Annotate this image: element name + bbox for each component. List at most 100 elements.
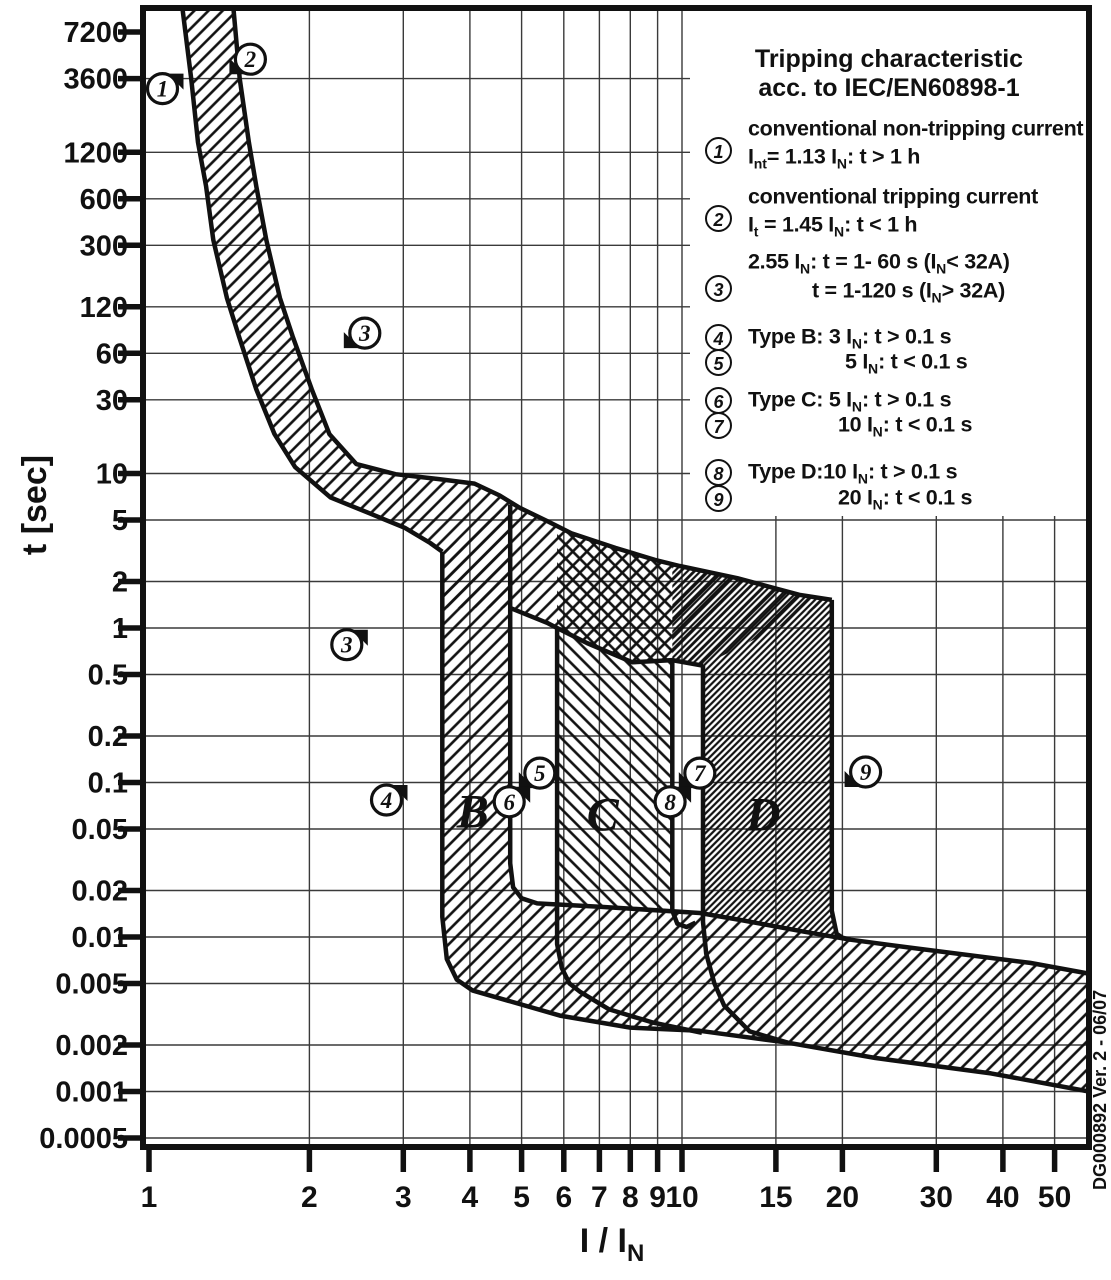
curve-c-right <box>670 660 697 930</box>
legend-item-text: Type C: 5 IN: t > 0.1 s <box>748 387 952 415</box>
legend-item-text: Type B: 3 IN: t > 0.1 s <box>748 324 952 352</box>
svg-text:20: 20 <box>826 1181 859 1214</box>
svg-text:5: 5 <box>513 1181 530 1214</box>
legend-item-text: conventional tripping current <box>748 184 1038 209</box>
svg-text:3: 3 <box>395 1181 412 1214</box>
svg-text:0.002: 0.002 <box>55 1030 128 1062</box>
svg-text:15: 15 <box>759 1181 792 1214</box>
band-letter-C: C <box>587 789 620 842</box>
svg-text:40: 40 <box>986 1181 1019 1214</box>
legend-title: Tripping characteristic acc. to IEC/EN608… <box>754 45 1024 102</box>
svg-text:0.2: 0.2 <box>88 721 128 753</box>
svg-text:6: 6 <box>503 790 515 815</box>
svg-text:9: 9 <box>649 1181 666 1214</box>
band-b-region <box>442 504 1089 1092</box>
svg-text:30: 30 <box>96 385 128 417</box>
svg-text:120: 120 <box>80 292 128 324</box>
svg-text:0.1: 0.1 <box>88 768 128 800</box>
y-axis-title: t [sec] <box>16 455 54 555</box>
svg-text:9: 9 <box>860 760 872 785</box>
svg-text:4: 4 <box>462 1181 479 1214</box>
legend-item-text: 2.55 IN: t = 1- 60 s (IN< 32A) <box>748 249 1010 277</box>
curve-b-left <box>440 551 1090 1094</box>
band-letter-D: D <box>745 789 781 842</box>
watermark-text: DG000892 Ver. 2 - 06/07 <box>1090 990 1110 1190</box>
legend-item-number: 1 <box>705 137 732 164</box>
svg-text:2: 2 <box>112 567 128 599</box>
marker-6: 6 <box>492 785 531 819</box>
curve-d-right <box>829 599 851 942</box>
legend: Tripping characteristic acc. to IEC/EN608… <box>690 11 1088 519</box>
svg-text:5: 5 <box>534 761 546 786</box>
svg-text:30: 30 <box>920 1181 953 1214</box>
svg-text:0.01: 0.01 <box>72 922 128 954</box>
svg-text:10: 10 <box>96 459 128 491</box>
svg-text:8: 8 <box>664 790 676 815</box>
marker-8: 8 <box>653 785 692 819</box>
marker-5: 5 <box>518 756 557 790</box>
svg-text:0.02: 0.02 <box>72 876 128 908</box>
legend-item-text: 10 IN: t < 0.1 s <box>838 412 973 440</box>
band-d-region <box>672 564 843 938</box>
svg-text:7: 7 <box>694 761 707 786</box>
svg-text:10: 10 <box>665 1181 698 1214</box>
curve-lower-thermal <box>180 7 444 554</box>
legend-item-text: It = 1.45 IN: t < 1 h <box>748 212 918 240</box>
band-letters: B C D <box>456 785 781 841</box>
svg-text:7: 7 <box>591 1181 608 1214</box>
marker-4: 4 <box>369 783 408 817</box>
svg-text:300: 300 <box>80 230 128 262</box>
legend-item-text: conventional non-tripping current <box>748 116 1084 141</box>
legend-item-number: 2 <box>705 205 732 232</box>
marker-7: 7 <box>678 756 717 790</box>
svg-text:8: 8 <box>622 1181 639 1214</box>
svg-text:0.0005: 0.0005 <box>39 1123 128 1155</box>
svg-text:50: 50 <box>1038 1181 1071 1214</box>
marker-2: 2 <box>229 42 267 76</box>
legend-item-text: 5 IN: t < 0.1 s <box>845 349 968 377</box>
legend-item-number: 9 <box>705 485 732 512</box>
band-c-region <box>557 525 673 911</box>
marker-9: 9 <box>844 755 883 789</box>
legend-item-number: 3 <box>705 275 732 302</box>
legend-item-text: t = 1-120 s (IN> 32A) <box>812 278 1005 306</box>
marker-wedge-icon <box>229 58 246 75</box>
y-tick-labels: 7200 3600 1200 600 300 120 60 30 10 5 2 1 0.5 0.2 0.1 0… <box>39 17 128 1155</box>
legend-item-number: 6 <box>705 387 732 414</box>
svg-text:5: 5 <box>112 505 128 537</box>
marker-3: 3 <box>343 316 382 350</box>
legend-background <box>690 11 1086 516</box>
legend-item-text: Type D:10 IN: t > 0.1 s <box>748 459 958 487</box>
svg-text:7200: 7200 <box>63 17 128 49</box>
svg-text:1: 1 <box>112 613 128 645</box>
svg-text:2: 2 <box>244 47 257 72</box>
curve-d-left <box>700 665 789 1045</box>
legend-item-number: 4 <box>705 324 732 351</box>
svg-text:0.05: 0.05 <box>72 814 128 846</box>
boundary-curves <box>180 7 1090 1094</box>
legend-item-number: 5 <box>705 349 732 376</box>
plot-frame <box>140 5 1092 1150</box>
svg-text:1: 1 <box>141 1181 158 1214</box>
svg-text:0.005: 0.005 <box>55 969 128 1001</box>
legend-item-text: Int= 1.13 IN: t > 1 h <box>748 144 921 172</box>
svg-text:60: 60 <box>96 338 128 370</box>
svg-text:1200: 1200 <box>63 137 128 169</box>
svg-text:0.5: 0.5 <box>88 660 128 692</box>
marker-1: 1 <box>145 71 184 106</box>
svg-text:3600: 3600 <box>63 64 128 96</box>
svg-text:4: 4 <box>380 788 393 813</box>
x-tick-labels: 1 2 3 4 5 6 7 8 9 10 15 20 30 40 50 <box>141 1181 1072 1214</box>
curve-c-left <box>554 628 703 1036</box>
svg-text:2: 2 <box>301 1181 318 1214</box>
svg-text:1: 1 <box>157 77 169 102</box>
marker-3: 3 <box>330 628 368 662</box>
curve-b-right <box>507 504 1090 976</box>
svg-text:600: 600 <box>80 184 128 216</box>
svg-text:6: 6 <box>555 1181 572 1214</box>
svg-text:3: 3 <box>340 633 353 658</box>
axis-ticks <box>118 29 1058 1172</box>
